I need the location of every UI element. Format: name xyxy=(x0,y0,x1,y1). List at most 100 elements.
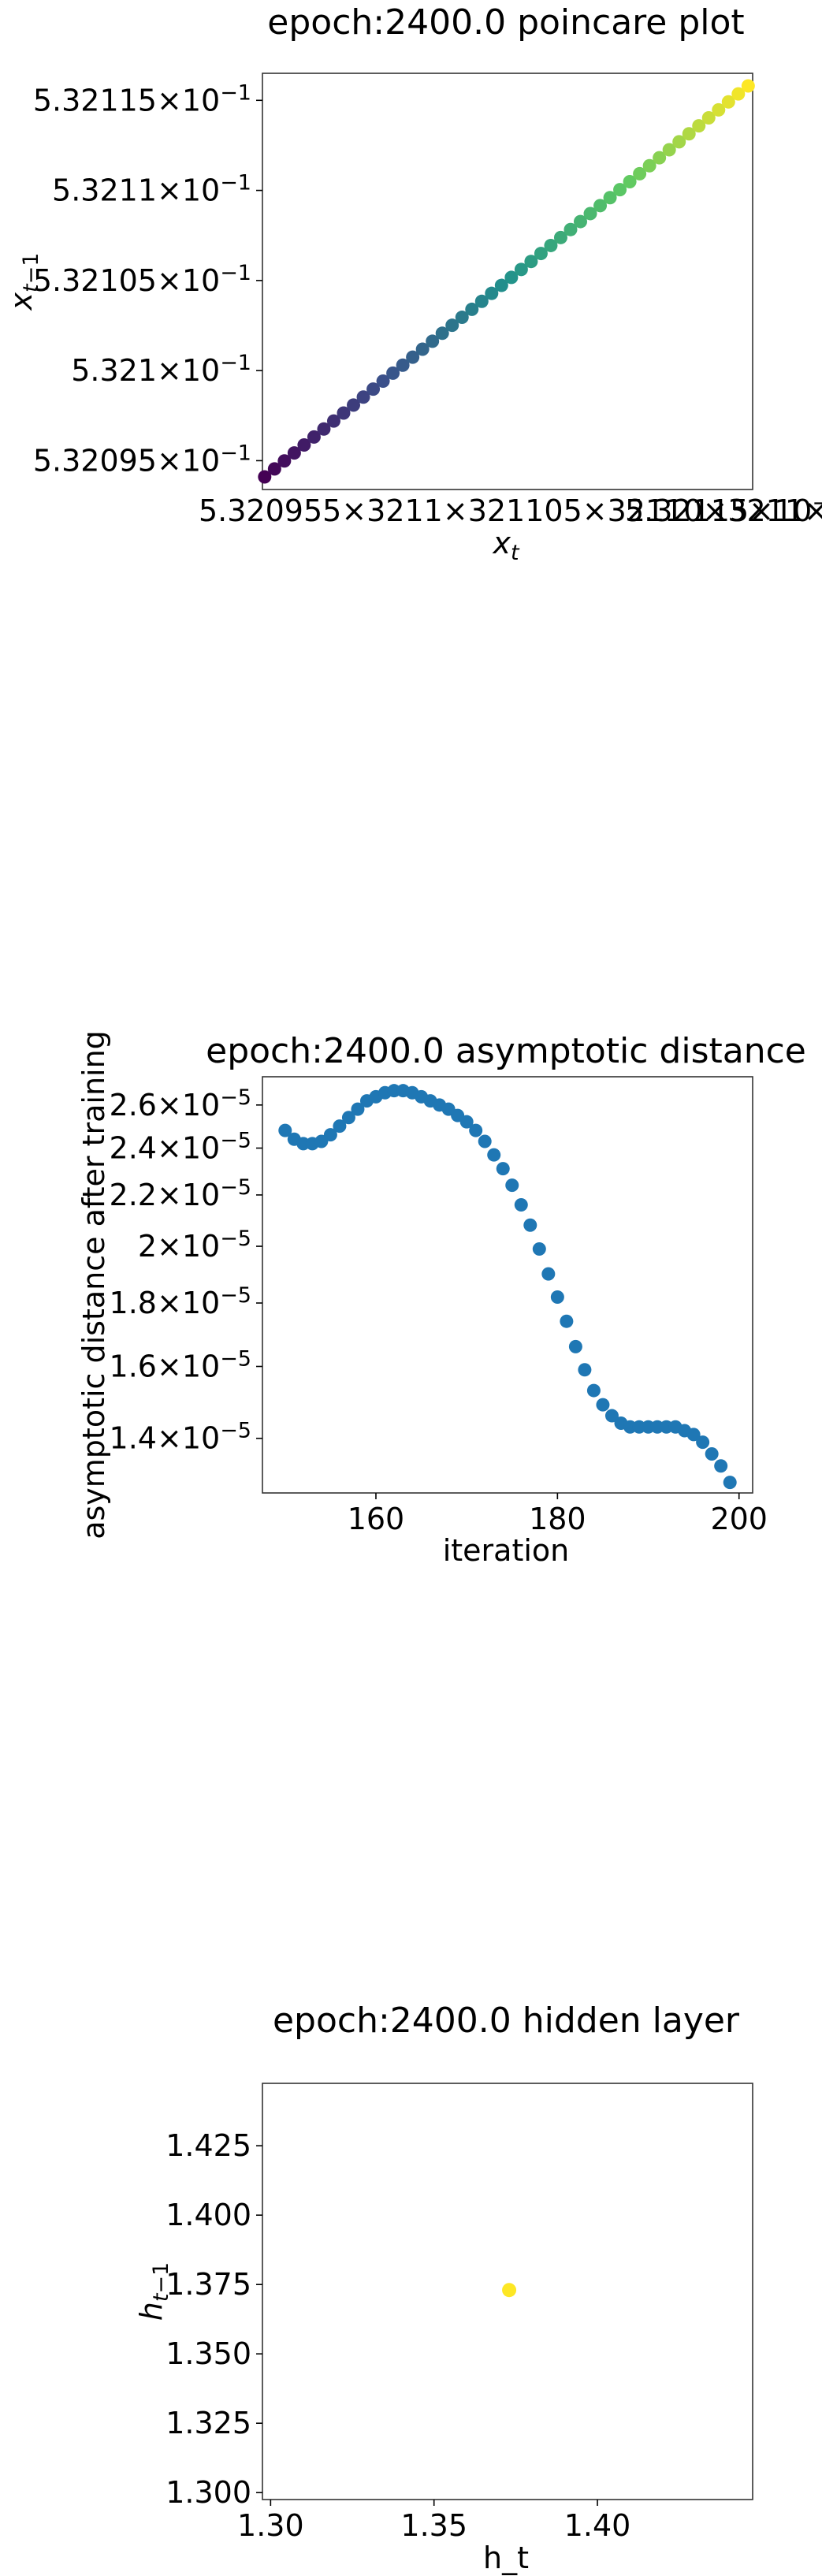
axis-ticks: 160 180 200 1.4×10−5 1.6×10−5 1.8×10−5 2×10−5 2… xyxy=(110,1085,768,1536)
data-point xyxy=(662,143,676,157)
data-point xyxy=(721,95,735,109)
data-point xyxy=(474,294,489,308)
axis-ticks: 1.30 1.35 1.40 1.300 1.325 1.350 1.375 1.400 1.4… xyxy=(166,2128,630,2543)
data-point xyxy=(351,1102,365,1116)
data-point xyxy=(341,1111,355,1125)
x-axis-label: xt xyxy=(492,526,520,565)
y-ticks: 5.32095×10−1 5.321×10−1 5.32105×10−1 5.3211… xyxy=(33,80,262,478)
data-point xyxy=(541,1267,556,1281)
data-point xyxy=(426,334,440,348)
data-point xyxy=(366,382,381,396)
data-point xyxy=(560,1314,574,1328)
data-point xyxy=(583,207,597,221)
data-point xyxy=(347,398,361,412)
y-tick-label: 5.32115×10−1 xyxy=(33,80,251,117)
data-point xyxy=(692,119,706,133)
data-point xyxy=(485,286,499,300)
data-point xyxy=(287,446,301,460)
data-point xyxy=(534,247,548,261)
x-axis-label: h_t xyxy=(483,2541,529,2575)
data-point xyxy=(317,422,331,436)
y-tick-label: 5.321×10−1 xyxy=(71,351,251,388)
data-point xyxy=(505,1178,519,1193)
x-axis-label: iteration xyxy=(443,1533,570,1568)
data-point xyxy=(705,1447,719,1461)
data-point xyxy=(469,1123,483,1137)
data-point xyxy=(278,1123,292,1137)
data-point xyxy=(494,278,508,292)
data-point xyxy=(573,214,587,229)
data-point xyxy=(593,199,608,213)
data-point xyxy=(563,222,578,236)
x-tick-label-overlap: 5.320955×3211×321105×32110×3211×15×10−1 xyxy=(199,491,822,528)
data-point xyxy=(578,1363,592,1377)
data-point xyxy=(741,79,755,93)
data-point xyxy=(604,1409,619,1423)
data-point xyxy=(524,255,538,269)
data-point xyxy=(672,135,686,149)
y-tick-label: 1.4×10−5 xyxy=(110,1419,251,1456)
data-point xyxy=(550,1290,564,1304)
hidden-layer-chart: epoch:2400.0 hidden layer 1.30 1.35 1.40 1.… xyxy=(134,2002,753,2575)
y-tick-label: 1.300 xyxy=(166,2475,251,2510)
data-point xyxy=(487,1148,501,1162)
data-point xyxy=(696,1435,710,1450)
data-point xyxy=(435,326,449,341)
x-tick-label: 1.35 xyxy=(400,2508,467,2543)
data-point xyxy=(682,127,696,141)
data-point xyxy=(642,158,656,173)
y-tick-label: 1.425 xyxy=(166,2128,251,2163)
y-tick-label: 5.3211×10−1 xyxy=(52,171,251,208)
data-point xyxy=(712,102,726,117)
data-point xyxy=(714,1459,728,1473)
data-point xyxy=(415,342,430,356)
data-point xyxy=(326,414,340,428)
data-point xyxy=(478,1134,492,1148)
data-point xyxy=(731,87,746,101)
data-point xyxy=(686,1428,701,1442)
chart-title: epoch:2400.0 poincare plot xyxy=(267,2,744,43)
data-point xyxy=(596,1398,610,1412)
data-point xyxy=(514,1197,528,1212)
data-point xyxy=(701,110,716,125)
data-point xyxy=(623,174,637,188)
y-tick-label: 2.6×10−5 xyxy=(110,1085,251,1122)
y-tick-label: 2.2×10−5 xyxy=(110,1175,251,1212)
data-point xyxy=(337,406,351,420)
x-tick-label: 180 xyxy=(529,1502,586,1536)
poincare-chart: epoch:2400.0 poincare plot 5.32095×10−15… xyxy=(4,2,822,565)
data-point xyxy=(653,151,667,165)
data-point xyxy=(445,318,459,333)
points xyxy=(278,1084,737,1490)
x-tick-label: 1.40 xyxy=(564,2508,631,2543)
asymptotic-figure: epoch:2400.0 asymptotic distance 160 180 2… xyxy=(0,1025,822,1592)
data-point xyxy=(333,1119,347,1134)
plot-frame xyxy=(262,2083,753,2500)
data-point xyxy=(376,374,390,389)
data-point xyxy=(386,366,400,380)
data-point xyxy=(297,438,311,452)
data-point xyxy=(406,350,420,364)
data-point xyxy=(307,430,321,444)
x-tick-label-right: 5.32115×10−1 xyxy=(625,491,822,528)
points xyxy=(258,79,755,484)
y-tick-label: 2×10−5 xyxy=(138,1227,251,1264)
plot-frame xyxy=(262,1076,753,1494)
data-point xyxy=(356,390,370,404)
asymptotic-chart: epoch:2400.0 asymptotic distance 160 180 2… xyxy=(76,1030,806,1568)
x-tick-label: 200 xyxy=(710,1502,768,1536)
data-point xyxy=(277,454,292,468)
y-tick-label: 5.32105×10−1 xyxy=(33,261,251,298)
data-point xyxy=(465,302,479,316)
data-point xyxy=(455,311,469,325)
y-tick-label: 1.325 xyxy=(166,2406,251,2440)
x-tick-label: 1.30 xyxy=(237,2508,304,2543)
data-point xyxy=(523,1218,537,1232)
points xyxy=(502,2283,517,2298)
chart-title: epoch:2400.0 hidden layer xyxy=(273,2002,740,2041)
y-tick-label: 1.350 xyxy=(166,2336,251,2371)
y-tick-label: 2.4×10−5 xyxy=(110,1129,251,1166)
data-point xyxy=(504,270,519,285)
data-point xyxy=(544,238,558,252)
y-tick-label: 1.375 xyxy=(166,2267,251,2302)
